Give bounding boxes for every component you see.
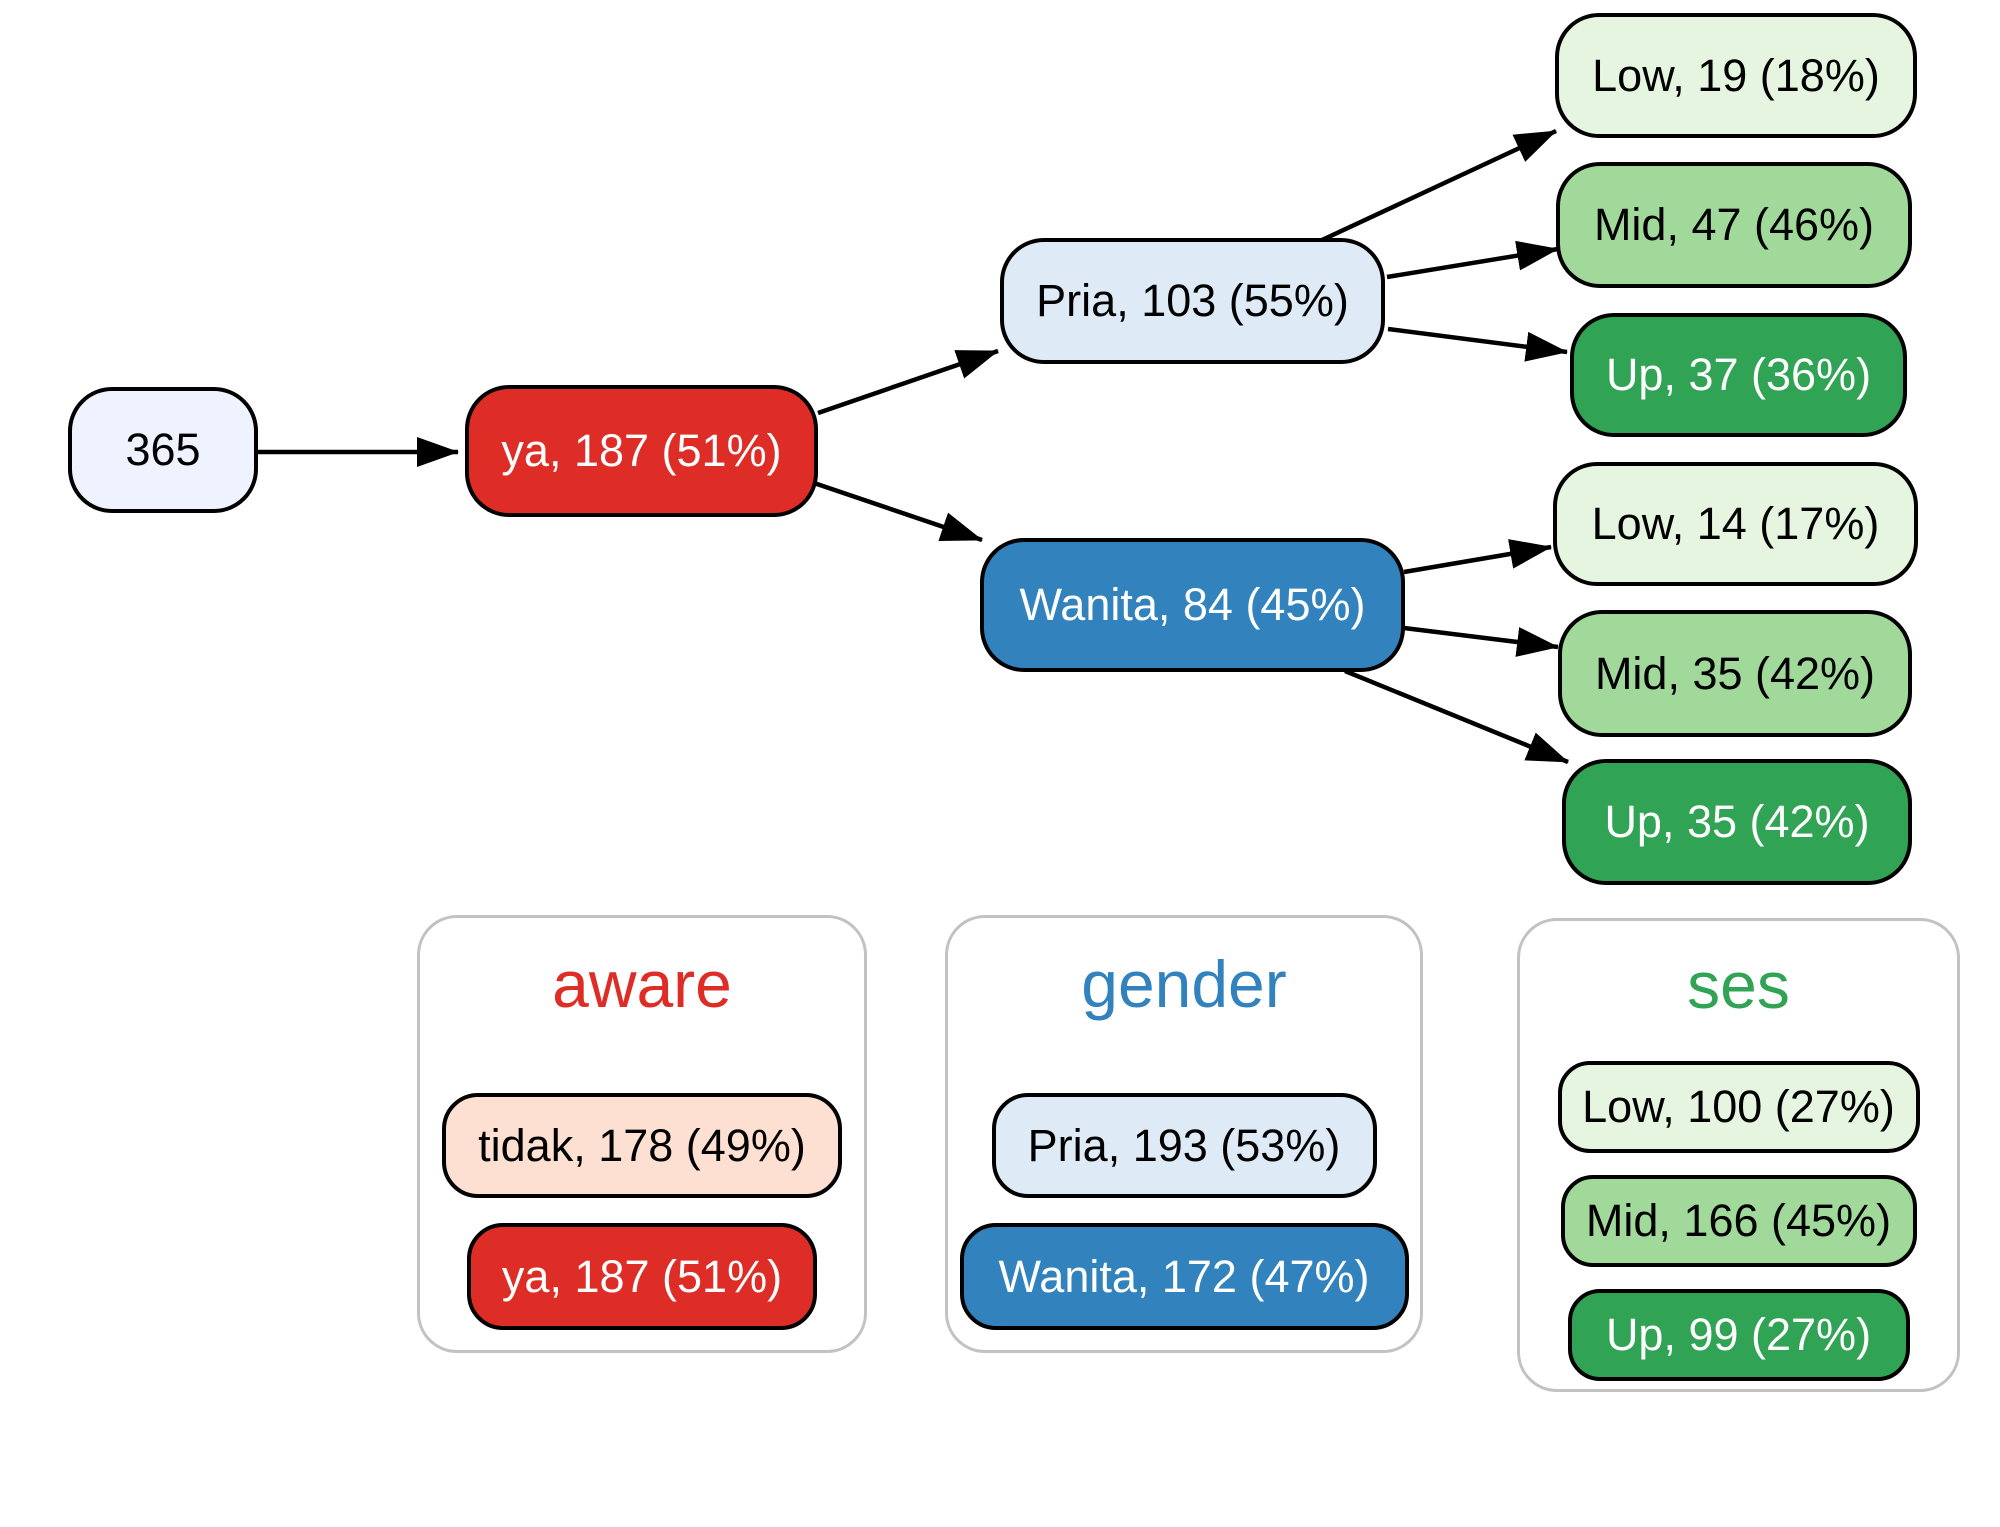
edge-ya-to-pria <box>817 348 999 416</box>
node-gender-wanita: Wanita, 84 (45%) <box>980 538 1405 672</box>
node-aware-ya: ya, 187 (51%) <box>465 385 818 517</box>
node-ses-wanita-mid: Mid, 35 (42%) <box>1558 610 1912 737</box>
edge-wanita-to-low <box>1403 539 1552 575</box>
legend-node-mid: Mid, 166 (45%) <box>1560 1175 1917 1267</box>
legend-panel-gender: gender Pria, 193 (53%) Wanita, 172 (47%) <box>945 915 1423 1353</box>
legend-panel-aware: aware tidak, 178 (49%) ya, 187 (51%) <box>417 915 867 1353</box>
legend-node-up: Up, 99 (27%) <box>1567 1289 1910 1381</box>
edge-ya-to-wanita <box>813 480 983 543</box>
edge-pria-to-mid <box>1386 240 1559 280</box>
edge-pria-to-up <box>1387 326 1568 362</box>
edge-wanita-to-mid <box>1403 625 1559 657</box>
node-gender-pria: Pria, 103 (55%) <box>1000 238 1385 364</box>
node-root-365: 365 <box>68 387 258 513</box>
legend-node-low: Low, 100 (27%) <box>1557 1061 1920 1153</box>
legend-node-tidak: tidak, 178 (49%) <box>442 1093 842 1198</box>
edge-pria-to-low <box>1321 128 1557 243</box>
node-ses-pria-mid: Mid, 47 (46%) <box>1556 162 1912 288</box>
legend-title-aware: aware <box>552 947 732 1021</box>
legend-node-pria: Pria, 193 (53%) <box>991 1093 1377 1198</box>
legend-title-gender: gender <box>1081 947 1287 1021</box>
legend-node-wanita: Wanita, 172 (47%) <box>959 1223 1409 1330</box>
legend-panel-ses: ses Low, 100 (27%) Mid, 166 (45%) Up, 99… <box>1517 918 1960 1392</box>
edge-wanita-to-up <box>1344 668 1569 765</box>
node-ses-wanita-up: Up, 35 (42%) <box>1562 759 1912 885</box>
node-ses-wanita-low: Low, 14 (17%) <box>1553 462 1918 586</box>
legend-node-ya: ya, 187 (51%) <box>467 1223 817 1330</box>
node-ses-pria-low: Low, 19 (18%) <box>1555 13 1917 138</box>
legend-title-ses: ses <box>1687 948 1790 1022</box>
node-ses-pria-up: Up, 37 (36%) <box>1570 313 1907 437</box>
